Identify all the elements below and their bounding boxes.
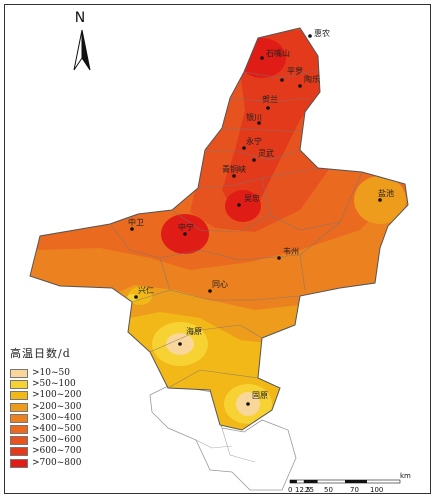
- city-marker: 石嘴山: [260, 48, 290, 60]
- city-label: 中卫: [128, 217, 144, 227]
- city-marker: 同心: [208, 280, 228, 293]
- city-label: 韦州: [283, 247, 299, 256]
- city-label: 兴仁: [138, 285, 154, 295]
- legend-label: >500~600: [32, 435, 82, 446]
- city-dot: [237, 203, 241, 207]
- city-label: 灵武: [258, 148, 274, 158]
- legend-swatch: [10, 402, 28, 412]
- city-marker: 平罗: [280, 67, 303, 82]
- city-label: 青铜峡: [222, 164, 246, 174]
- city-marker: 永宁: [242, 136, 262, 150]
- city-label: 固原: [252, 391, 268, 400]
- city-label: 银川: [246, 112, 262, 122]
- city-dot: [232, 174, 236, 178]
- city-label: 同心: [212, 280, 228, 289]
- city-marker: 惠农: [308, 28, 330, 38]
- legend-label: >400~500: [32, 424, 82, 435]
- city-label: 贺兰: [262, 94, 278, 104]
- city-marker: 灵武: [252, 148, 274, 162]
- legend-swatch: [10, 425, 28, 435]
- city-dot: [208, 289, 212, 293]
- legend-item: >300~400: [10, 413, 140, 424]
- city-marker: 陶乐: [298, 74, 320, 88]
- city-dot: [378, 198, 382, 202]
- city-dot: [257, 121, 261, 125]
- legend-label: >200~300: [32, 401, 82, 412]
- city-dot: [260, 56, 264, 60]
- legend-label: >700~800: [32, 457, 82, 468]
- legend: 高温日数/d >10~50 >50~100 >100~200 >200~300 >300…: [10, 345, 140, 469]
- legend-swatch: [10, 391, 28, 401]
- legend-label: >50~100: [32, 379, 76, 390]
- region-outline: [29, 27, 409, 431]
- legend-item: >600~700: [10, 446, 140, 457]
- city-dot: [130, 227, 134, 231]
- city-marker: 中卫: [128, 217, 144, 231]
- legend-item: >50~100: [10, 379, 140, 390]
- city-marker: 吴忠: [237, 194, 260, 207]
- city-label: 海原: [186, 326, 202, 336]
- scale-unit: km: [400, 472, 411, 480]
- legend-title: 高温日数/d: [10, 347, 71, 360]
- scale-tick-label: 100: [370, 486, 383, 494]
- scale-tick-label: 25: [305, 486, 314, 494]
- city-dot: [280, 78, 284, 82]
- legend-swatch: [10, 369, 28, 379]
- north-arrow-icon: N: [73, 10, 91, 71]
- city-label: 石嘴山: [266, 48, 290, 58]
- city-dot: [246, 402, 250, 406]
- scale-bar: 0 12.525 50 70 100 km: [288, 472, 411, 494]
- city-marker: 固原: [246, 391, 268, 406]
- legend-item: >10~50: [10, 368, 140, 379]
- legend-swatch: [10, 380, 28, 390]
- city-dot: [134, 295, 138, 299]
- city-dot: [308, 34, 312, 38]
- scale-tick-label: 12.5: [295, 486, 311, 494]
- legend-label: >300~400: [32, 412, 82, 423]
- legend-swatch: [10, 436, 28, 446]
- city-dot: [242, 146, 246, 150]
- legend-label: >10~50: [32, 368, 70, 379]
- legend-item: >400~500: [10, 424, 140, 435]
- legend-swatch: [10, 413, 28, 423]
- legend-swatch: [10, 458, 28, 468]
- legend-label: >100~200: [32, 390, 82, 401]
- map-frame: [4, 4, 431, 494]
- city-dot: [266, 106, 270, 110]
- city-marker: 贺兰: [262, 94, 278, 110]
- city-dot: [183, 232, 187, 236]
- city-dot: [277, 256, 281, 260]
- city-label: 陶乐: [304, 74, 320, 84]
- north-label: N: [75, 10, 85, 26]
- city-marker: 青铜峡: [222, 164, 246, 178]
- city-marker: 银川: [246, 112, 262, 125]
- scale-tick-label: 0: [288, 486, 292, 494]
- county-boundaries: [109, 69, 363, 389]
- city-marker: 兴仁: [134, 285, 154, 299]
- legend-label: >600~700: [32, 446, 82, 457]
- city-marker: 中宁: [178, 222, 194, 236]
- city-label: 永宁: [246, 136, 262, 146]
- city-label: 盐池: [378, 188, 394, 198]
- city-label: 平罗: [287, 67, 303, 76]
- legend-item: >200~300: [10, 402, 140, 413]
- scale-tick-label: 50: [324, 486, 333, 494]
- legend-item: >700~800: [10, 458, 140, 469]
- legend-swatch: [10, 447, 28, 457]
- city-marker: 海原: [178, 326, 202, 346]
- scale-tick-label: 70: [350, 486, 359, 494]
- legend-item: >500~600: [10, 435, 140, 446]
- city-dot: [178, 342, 182, 346]
- city-label: 中宁: [178, 222, 194, 232]
- city-dot: [298, 84, 302, 88]
- legend-item: >100~200: [10, 390, 140, 401]
- city-label: 惠农: [314, 28, 330, 38]
- city-label: 吴忠: [244, 194, 260, 203]
- city-marker: 韦州: [277, 247, 299, 260]
- city-marker: 盐池: [378, 188, 394, 202]
- city-dot: [252, 158, 256, 162]
